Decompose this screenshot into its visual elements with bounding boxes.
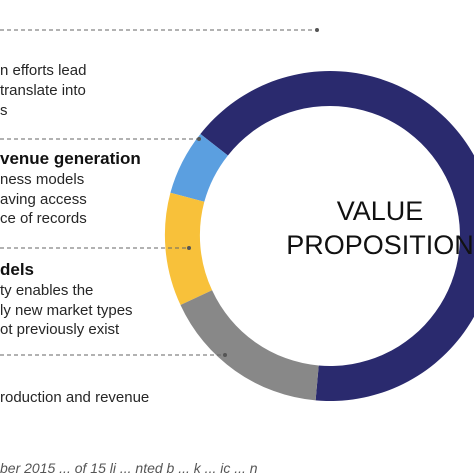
section-1-line-2: translate into [0,82,86,99]
center-label-line1: VALUE [336,196,424,226]
footer-text: ber 2015 ... of 15 li ... nted b ... k .… [0,460,258,476]
ring-segment-blue [170,134,228,202]
section-2-line-3: ce of records [0,210,87,227]
leader-dot-3 [187,246,191,250]
leader-dot-1 [315,28,319,32]
center-label-line2: PROPOSITION [286,230,474,260]
section-1-line-1: n efforts lead [0,62,87,79]
leader-dot-2 [197,137,201,141]
section-1-line-3: s [0,102,8,119]
section-3-heading: dels [0,260,35,279]
section-2-line-2: aving access [0,191,87,208]
section-3-line-2: ly new market types [0,302,133,319]
section-3-line-1: ty enables the [0,282,94,299]
section-2-line-1: ness models [0,171,85,188]
ring-segment-gray [180,290,319,401]
section-3-line-3: ot previously exist [0,321,120,338]
section-2-heading: venue generation [0,149,141,168]
section-4-line-1: roduction and revenue [0,389,150,406]
leader-dot-4 [223,353,227,357]
